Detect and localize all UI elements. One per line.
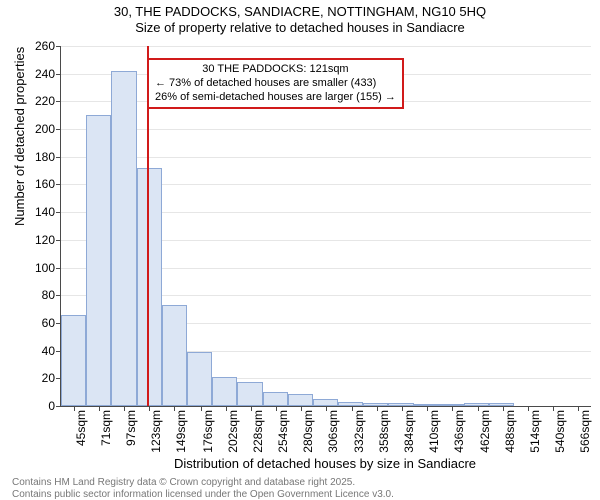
x-tick-label: 462sqm bbox=[478, 406, 492, 453]
footer-line2: Contains public sector information licen… bbox=[12, 489, 394, 500]
x-tick-label: 306sqm bbox=[326, 406, 340, 453]
x-tick-label: 71sqm bbox=[99, 406, 113, 446]
callout-line: ← 73% of detached houses are smaller (43… bbox=[155, 77, 396, 91]
y-tick-label: 20 bbox=[42, 371, 55, 385]
x-tick-label: 514sqm bbox=[528, 406, 542, 453]
histogram-bar bbox=[288, 394, 313, 406]
histogram-bar bbox=[313, 399, 338, 406]
y-tick-label: 160 bbox=[35, 177, 55, 191]
histogram-bar bbox=[263, 392, 288, 406]
x-tick-label: 566sqm bbox=[578, 406, 592, 453]
x-tick-label: 228sqm bbox=[251, 406, 265, 453]
x-tick-label: 332sqm bbox=[352, 406, 366, 453]
x-tick-label: 45sqm bbox=[74, 406, 88, 446]
footer-attribution: Contains HM Land Registry data © Crown c… bbox=[12, 477, 394, 500]
histogram-bar bbox=[237, 382, 262, 406]
y-tick-mark bbox=[56, 129, 61, 130]
x-tick-label: 436sqm bbox=[452, 406, 466, 453]
x-tick-label: 540sqm bbox=[553, 406, 567, 453]
y-tick-label: 40 bbox=[42, 344, 55, 358]
y-tick-label: 220 bbox=[35, 94, 55, 108]
y-tick-mark bbox=[56, 74, 61, 75]
chart-area: 02040608010012014016018020022024026045sq… bbox=[60, 46, 590, 406]
x-tick-label: 280sqm bbox=[301, 406, 315, 453]
callout-box: 30 THE PADDOCKS: 121sqm← 73% of detached… bbox=[147, 58, 404, 109]
y-tick-label: 200 bbox=[35, 122, 55, 136]
y-tick-label: 180 bbox=[35, 150, 55, 164]
y-tick-label: 120 bbox=[35, 233, 55, 247]
y-tick-mark bbox=[56, 157, 61, 158]
callout-line: 26% of semi-detached houses are larger (… bbox=[155, 91, 396, 105]
y-tick-mark bbox=[56, 268, 61, 269]
callout-line: 30 THE PADDOCKS: 121sqm bbox=[155, 63, 396, 77]
y-tick-label: 100 bbox=[35, 261, 55, 275]
gridline bbox=[61, 157, 591, 158]
x-axis-label: Distribution of detached houses by size … bbox=[60, 456, 590, 471]
gridline bbox=[61, 129, 591, 130]
histogram-bar bbox=[111, 71, 136, 406]
y-tick-mark bbox=[56, 212, 61, 213]
x-tick-label: 149sqm bbox=[174, 406, 188, 453]
x-tick-label: 358sqm bbox=[377, 406, 391, 453]
x-tick-label: 384sqm bbox=[402, 406, 416, 453]
footer-line1: Contains HM Land Registry data © Crown c… bbox=[12, 477, 394, 489]
histogram-bar bbox=[61, 315, 86, 406]
y-tick-mark bbox=[56, 101, 61, 102]
y-tick-label: 240 bbox=[35, 67, 55, 81]
title-line2: Size of property relative to detached ho… bbox=[0, 20, 600, 36]
x-tick-label: 202sqm bbox=[226, 406, 240, 453]
plot-area: 02040608010012014016018020022024026045sq… bbox=[60, 46, 591, 407]
x-tick-label: 254sqm bbox=[276, 406, 290, 453]
y-tick-label: 140 bbox=[35, 205, 55, 219]
y-tick-mark bbox=[56, 46, 61, 47]
y-tick-mark bbox=[56, 184, 61, 185]
histogram-bar bbox=[162, 305, 187, 406]
histogram-bar bbox=[212, 377, 237, 406]
histogram-bar bbox=[86, 115, 111, 406]
gridline bbox=[61, 46, 591, 47]
x-tick-label: 176sqm bbox=[201, 406, 215, 453]
y-tick-label: 260 bbox=[35, 39, 55, 53]
x-tick-label: 410sqm bbox=[427, 406, 441, 453]
y-tick-label: 80 bbox=[42, 288, 55, 302]
y-tick-label: 60 bbox=[42, 316, 55, 330]
y-tick-mark bbox=[56, 240, 61, 241]
y-tick-label: 0 bbox=[48, 399, 55, 413]
title-line1: 30, THE PADDOCKS, SANDIACRE, NOTTINGHAM,… bbox=[0, 4, 600, 20]
x-tick-label: 97sqm bbox=[124, 406, 138, 446]
chart-title-block: 30, THE PADDOCKS, SANDIACRE, NOTTINGHAM,… bbox=[0, 0, 600, 37]
y-tick-mark bbox=[56, 295, 61, 296]
histogram-bar bbox=[187, 352, 212, 406]
y-tick-mark bbox=[56, 406, 61, 407]
y-axis-label: Number of detached properties bbox=[12, 47, 27, 226]
x-tick-label: 123sqm bbox=[149, 406, 163, 453]
x-tick-label: 488sqm bbox=[503, 406, 517, 453]
